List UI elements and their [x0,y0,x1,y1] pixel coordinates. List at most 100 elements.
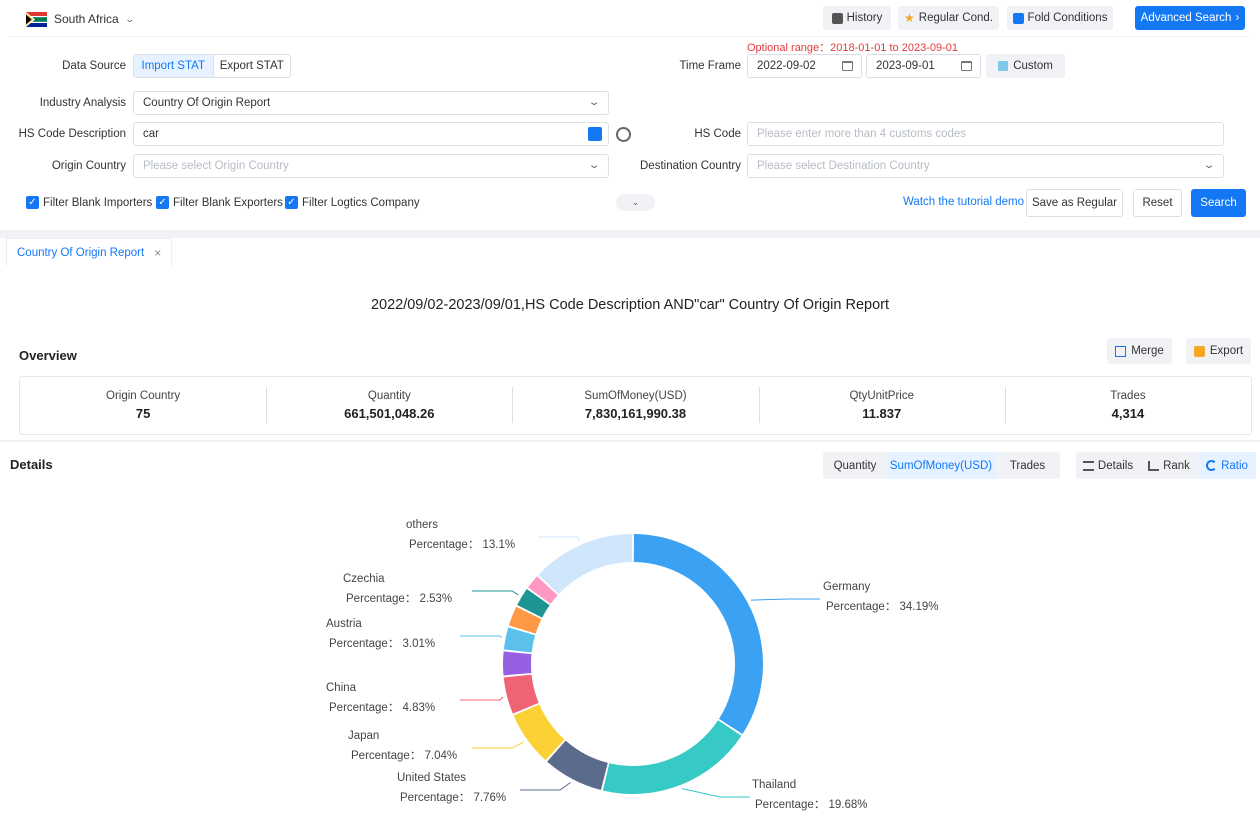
donut-slice-thailand[interactable] [602,720,742,794]
hs-code-description-value: car [143,128,159,140]
custom-icon [998,61,1009,71]
slice-percentage-label: Percentage： 7.76% [400,792,506,804]
header-divider [10,36,1250,37]
stat-value: 7,830,161,990.38 [584,406,687,421]
stat-trades: Trades 4,314 [1004,377,1251,434]
donut-slice-unlabeled-5[interactable] [502,651,532,676]
export-button[interactable]: Export [1186,338,1251,364]
filter-blank-importers-label: Filter Blank Importers [43,196,153,209]
camera-search-icon[interactable] [616,127,631,142]
advanced-search-button[interactable]: Advanced Search › [1135,6,1245,30]
checkbox-checked-icon: ✓ [26,196,39,209]
country-selector[interactable]: South Africa ⌄ [26,10,135,28]
start-date-input[interactable]: 2022-09-02 [747,54,862,78]
donut-slice-czechia[interactable] [517,589,550,618]
slice-percentage-label: Percentage： 2.53% [346,593,452,605]
stat-value: 11.837 [862,406,902,421]
regular-cond-button[interactable]: ★ Regular Cond. [898,6,999,30]
donut-slice-china[interactable] [503,674,539,714]
fold-conditions-button[interactable]: Fold Conditions [1007,6,1113,30]
slice-percentage-label: Percentage： 4.83% [329,702,435,714]
donut-slice-unlabeled-7[interactable] [508,606,542,634]
tab-country-of-origin-report[interactable]: Country Of Origin Report × [6,238,173,266]
slice-name-label: Czechia [343,573,385,585]
end-date-input[interactable]: 2023-09-01 [866,54,981,78]
tab-label: Country Of Origin Report [17,246,145,259]
merge-button[interactable]: Merge [1107,338,1172,364]
chevron-down-icon: ⌄ [587,160,601,171]
metric-tabs: Quantity SumOfMoney(USD) Trades [823,452,1060,479]
tab-quantity[interactable]: Quantity [833,459,877,472]
table-icon [1082,460,1094,471]
tab-rank[interactable]: Rank [1140,452,1198,479]
advanced-search-label: Advanced Search [1140,12,1232,24]
tab-trades[interactable]: Trades [1009,459,1046,472]
tab-rank-label: Rank [1163,459,1190,472]
history-button[interactable]: History [823,6,891,30]
donut-slice-austria[interactable] [503,627,536,653]
origin-country-select[interactable]: Please select Origin Country ⌄ [133,154,609,178]
reset-button[interactable]: Reset [1133,189,1182,217]
donut-slice-others[interactable] [538,534,633,595]
data-source-toggle: Import STAT Export STAT [133,54,291,78]
data-source-label: Data Source [62,60,126,72]
translate-icon[interactable] [588,127,602,141]
tab-ratio[interactable]: Ratio [1198,452,1256,479]
search-panel: South Africa ⌄ History ★ Regular Cond. F… [0,0,1260,230]
custom-range-button[interactable]: Custom [986,54,1065,78]
ratio-donut-chart: Germany Percentage： 34.19% Thailand Percent… [326,519,939,811]
stat-value: 75 [135,406,151,421]
slice-name-label: Germany [823,581,871,593]
origin-country-label: Origin Country [51,160,126,172]
hs-code-description-label: HS Code Description [18,128,126,140]
slice-percentage-label: Percentage： 34.19% [826,601,939,613]
view-tabs: Details Rank Ratio [1076,452,1256,479]
tutorial-link[interactable]: Watch the tutorial demo [903,196,1025,208]
hs-code-label: HS Code [694,128,741,140]
checkbox-checked-icon: ✓ [285,196,298,209]
label-leader-line [472,741,525,749]
stat-label: Origin Country [106,390,181,402]
donut-slice-unlabeled-9[interactable] [527,576,558,604]
industry-analysis-label: Industry Analysis [39,97,126,109]
custom-label: Custom [1013,60,1053,72]
details-panel: Details Quantity SumOfMoney(USD) Trades … [0,442,1260,819]
report-tabs: Country Of Origin Report × [0,238,1260,266]
search-button[interactable]: Search [1191,189,1246,217]
slice-name-label: Thailand [752,779,796,791]
bar-chart-icon [1148,460,1160,471]
calendar-icon [961,61,972,71]
slice-name-label: Japan [348,730,379,742]
checkbox-checked-icon: ✓ [156,196,169,209]
report-title: 2022/09/02-2023/09/01,HS Code Descriptio… [370,297,890,313]
donut-slice-japan[interactable] [513,704,565,761]
label-leader-line [538,536,580,542]
expand-toggle[interactable]: ⌄ [616,194,655,211]
filter-logistics-checkbox[interactable]: ✓ Filter Logtics Company [285,196,420,209]
close-icon[interactable]: × [154,245,162,260]
tab-details[interactable]: Details [1076,452,1140,479]
filter-blank-exporters-checkbox[interactable]: ✓ Filter Blank Exporters [156,196,283,209]
time-frame-label: Time Frame [679,60,741,72]
label-leader-line [520,782,571,791]
slice-name-label: Austria [326,618,362,630]
label-leader-line [472,590,519,596]
import-stat-option[interactable]: Import STAT [134,55,213,77]
hs-code-description-input[interactable]: car [133,122,609,146]
industry-analysis-select[interactable]: Country Of Origin Report ⌄ [133,91,609,115]
save-as-regular-button[interactable]: Save as Regular [1026,189,1123,217]
pie-chart-icon [1206,460,1218,471]
stat-label: SumOfMoney(USD) [584,390,687,402]
history-icon [831,12,843,24]
destination-country-select[interactable]: Please select Destination Country ⌄ [747,154,1224,178]
stat-value: 4,314 [1111,406,1145,421]
hs-code-input[interactable]: Please enter more than 4 customs codes [747,122,1224,146]
filter-blank-importers-checkbox[interactable]: ✓ Filter Blank Importers [26,196,152,209]
stat-quantity: Quantity 661,501,048.26 [266,377,512,434]
donut-slice-united-states[interactable] [547,740,608,790]
donut-slice-germany[interactable] [633,534,764,735]
slice-name-label: China [326,682,357,694]
stat-origin-country: Origin Country 75 [20,377,266,434]
tab-sum-of-money[interactable]: SumOfMoney(USD) [887,452,995,479]
export-stat-option[interactable]: Export STAT [212,55,291,77]
